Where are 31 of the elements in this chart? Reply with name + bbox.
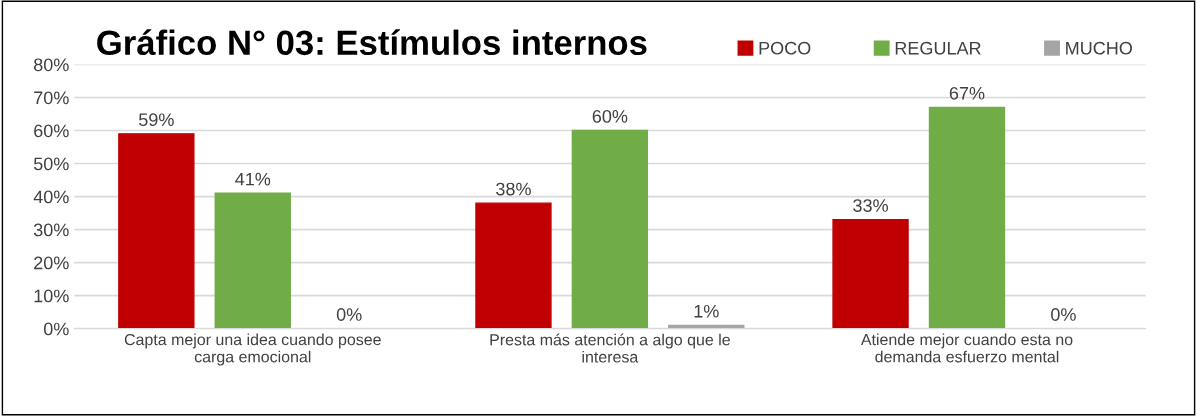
x-tick-label: Presta más atención a algo que le interesa: [490, 333, 730, 363]
bar: [118, 133, 195, 329]
data-label: 60%: [592, 110, 628, 123]
legend-label: MUCHO: [1066, 41, 1133, 55]
bar: [475, 202, 552, 329]
x-tick-label: Atiende mejor cuando esta no demanda esfuerzo mental: [860, 333, 1073, 363]
data-label: 1%: [694, 304, 719, 318]
y-tick-label: 80%: [34, 58, 69, 72]
data-label: 0%: [1051, 308, 1076, 321]
data-label: 33%: [853, 199, 888, 212]
bar: [214, 192, 291, 329]
y-tick-label: 40%: [33, 190, 69, 204]
y-tick-label: 0%: [43, 322, 69, 336]
data-label: 59%: [139, 113, 174, 127]
x-tick-label: Capta mejor una idea cuando posee carga emocional: [124, 333, 381, 366]
data-label: 0%: [336, 308, 362, 321]
y-tick-label: 50%: [33, 157, 69, 171]
data-label: 41%: [235, 172, 271, 186]
data-label: 38%: [496, 182, 531, 196]
y-tick-label: 60%: [34, 124, 69, 138]
legend-label: POCO: [759, 41, 811, 55]
chart-title: Gráfico N° 03: Estímulos internos: [97, 29, 647, 56]
y-tick-label: 30%: [33, 223, 69, 237]
y-tick-label: 70%: [34, 91, 69, 105]
y-tick-label: 20%: [34, 256, 69, 270]
legend-label: REGULAR: [895, 41, 981, 55]
bar: [928, 106, 1006, 329]
bar: [832, 218, 909, 329]
bar: [571, 129, 649, 329]
data-label: 67%: [949, 86, 985, 100]
y-tick-label: 10%: [34, 289, 69, 303]
